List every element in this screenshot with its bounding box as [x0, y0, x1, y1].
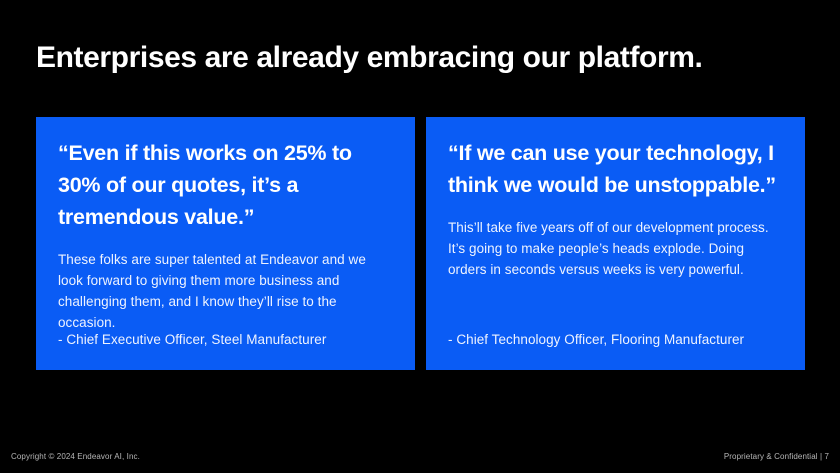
testimonial-attribution: - Chief Executive Officer, Steel Manufac… [58, 332, 327, 347]
testimonial-quote: “Even if this works on 25% to 30% of our… [58, 141, 352, 229]
page-title: Enterprises are already embracing our pl… [36, 41, 703, 74]
testimonial-attribution: - Chief Technology Officer, Flooring Man… [448, 332, 745, 347]
testimonial-card-steel-manufacturer: “Even if this works on 25% to 30% of our… [36, 117, 415, 370]
testimonial-body: These folks are super talented at Endeav… [58, 252, 366, 330]
testimonial-card-flooring-manufacturer: “If we can use your technology, I think … [426, 117, 805, 370]
testimonial-body: This’ll take five years off of our devel… [448, 220, 769, 277]
testimonial-quote: “If we can use your technology, I think … [448, 141, 776, 197]
footer-copyright: Copyright © 2024 Endeavor AI, Inc. [11, 452, 140, 461]
testimonial-card-group: “Even if this works on 25% to 30% of our… [36, 117, 805, 370]
footer-classification: Proprietary & Confidential | 7 [723, 452, 829, 461]
